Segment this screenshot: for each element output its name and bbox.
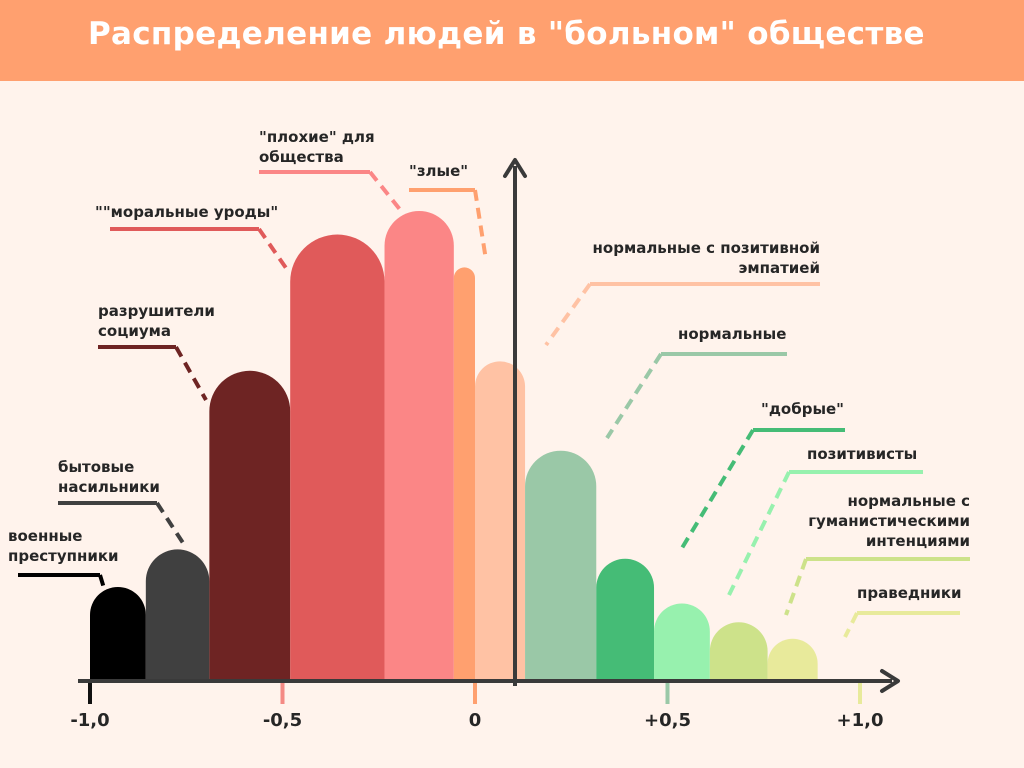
y-axis-arrow (503, 158, 527, 178)
bar-10 (654, 603, 710, 681)
bar-label-7: нормальные с позитивной эмпатией (593, 239, 820, 277)
bar-2 (145, 549, 210, 681)
label-connector-4 (257, 227, 288, 270)
x-tick-label-5: +1,0 (837, 710, 884, 731)
x-tick-label-3: 0 (469, 710, 482, 731)
bar-label-10: позитивисты (807, 445, 917, 463)
bar-11 (709, 622, 768, 681)
label-connector-1 (98, 574, 109, 599)
bar-3 (209, 370, 291, 681)
label-connector-3 (174, 346, 208, 401)
bar-7 (475, 361, 526, 681)
x-tick-label-2: -0,5 (263, 710, 302, 731)
label-connector-5 (368, 170, 404, 214)
bar-9 (596, 558, 655, 681)
label-connector-2 (155, 501, 187, 548)
label-connector-12 (843, 612, 859, 638)
label-connector-8 (605, 352, 663, 440)
bar-12 (767, 638, 818, 681)
label-connector-10 (727, 471, 791, 596)
x-tick-label-1: -1,0 (70, 710, 109, 731)
label-connector-7 (544, 282, 592, 347)
bar-6 (453, 267, 475, 681)
bar-label-5: "плохие" для общества (259, 128, 375, 166)
header-banner: Распределение людей в "больном" обществе (0, 0, 1024, 81)
bar-label-6: "злые" (409, 162, 468, 180)
bar-1 (90, 587, 146, 681)
label-connector-6 (473, 189, 488, 261)
bar-label-8: нормальные (678, 325, 786, 343)
bar-label-9: "добрые" (761, 400, 844, 418)
bar-5 (384, 210, 454, 681)
bar-label-1: военные преступники (8, 527, 119, 565)
bar-4 (290, 234, 385, 681)
label-connector-9 (677, 428, 755, 555)
bar-8 (525, 450, 597, 681)
bar-label-3: разрушители социума (98, 302, 215, 340)
bar-label-12: праведники (857, 584, 962, 602)
chart-title: Распределение людей в "больном" обществе (88, 16, 925, 52)
label-connector-11 (784, 558, 808, 616)
bar-label-11: нормальные с гуманистическими интенциями (808, 492, 970, 550)
bar-label-4: ""моральные уроды" (95, 203, 278, 221)
x-axis-arrow (880, 669, 900, 693)
x-tick-label-4: +0,5 (644, 710, 691, 731)
bar-label-2: бытовые насильники (58, 458, 160, 496)
